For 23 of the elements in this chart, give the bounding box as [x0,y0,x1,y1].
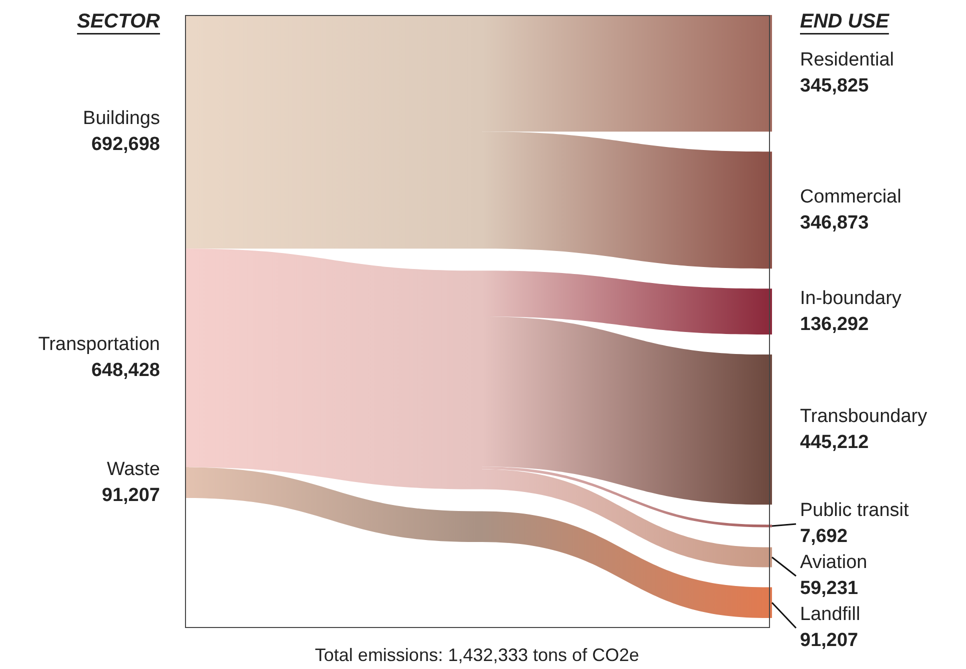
category-label: Landfill [800,604,860,626]
category-label: Residential [800,50,894,71]
data-label: 136,292 [800,314,869,335]
category-label: Waste [106,458,160,480]
category-label: Commercial [800,186,902,208]
category-label: Public transit [800,500,910,522]
data-label: 91,207 [800,630,858,652]
data-label: 648,428 [91,360,160,382]
category-label: Aviation [800,552,868,574]
category-label: Transboundary [800,406,928,427]
data-label: 345,825 [800,76,870,97]
data-label: 59,231 [800,578,859,600]
text: SECTOR [77,10,161,33]
data-label: 346,873 [800,212,869,234]
category-label: Buildings [82,108,160,130]
text: Total emissions: 1,432,333 tons of CO2e [314,644,640,665]
data-label: 7,692 [800,526,848,548]
category-label: Transportation [38,334,160,356]
data-label: 692,698 [91,134,160,156]
data-label: 445,212 [800,432,869,453]
data-label: 91,207 [102,484,160,506]
text: END USE [800,10,890,33]
category-label: In-boundary [800,288,902,309]
